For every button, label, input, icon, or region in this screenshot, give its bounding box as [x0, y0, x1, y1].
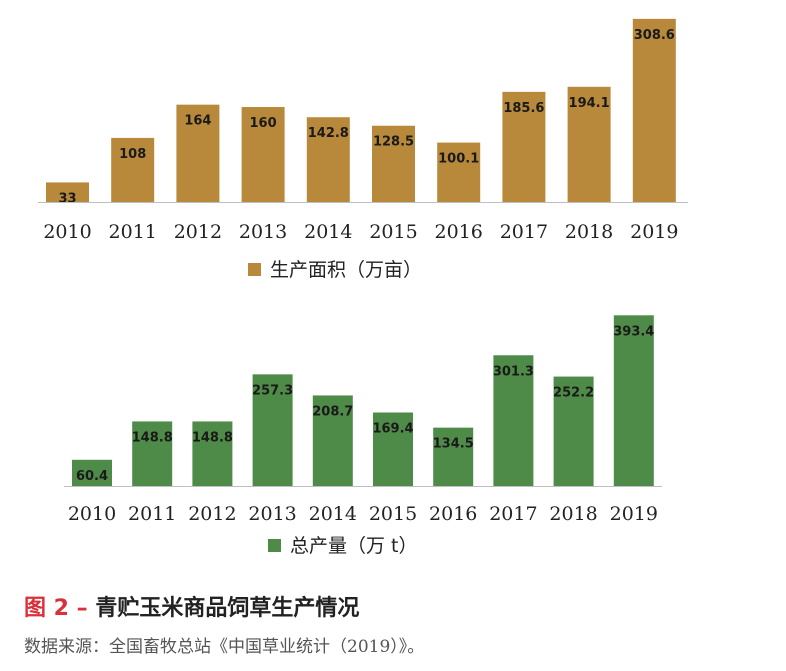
- area-data-label: 142.8: [308, 126, 349, 141]
- x-tick-label: 2018: [549, 503, 597, 525]
- production-data-label: 301.3: [493, 364, 534, 379]
- area-bar-2016: [437, 142, 481, 202]
- x-tick-label: 2010: [68, 503, 116, 525]
- area-bar-2010: [46, 182, 89, 202]
- x-tick-label: 2017: [500, 221, 548, 243]
- x-tick-label: 2019: [630, 221, 678, 243]
- x-tick-label: 2012: [188, 503, 236, 525]
- area-bar-2019: [632, 18, 676, 202]
- area-data-label: 33: [58, 191, 76, 206]
- x-tick-label: 2012: [174, 221, 222, 243]
- production-bar-2015: [373, 412, 413, 486]
- area-bar-2013: [241, 107, 285, 202]
- production-chart-panel: 60.4 2010 148.8 2011 148.8 2012 257.3 2013 208.7…: [64, 315, 662, 557]
- production-bar-2016: [433, 427, 474, 486]
- x-tick-label: 2016: [429, 503, 477, 525]
- x-tick-label: 2014: [304, 221, 352, 243]
- figure-number: 图 2 –: [24, 596, 88, 621]
- legend-label: 生产面积（万亩）: [270, 259, 422, 281]
- area-data-label: 185.6: [503, 101, 544, 116]
- production-data-label: 148.8: [132, 430, 173, 445]
- area-data-label: 160: [250, 116, 277, 131]
- area-bar-2018: [567, 86, 611, 202]
- x-tick-label: 2018: [565, 221, 613, 243]
- data-source-note: 数据来源：全国畜牧总站《中国草业统计（2019）》。: [24, 637, 425, 657]
- legend-swatch: [248, 263, 261, 276]
- figure-caption: 图 2 – 青贮玉米商品饲草生产情况: [24, 590, 359, 622]
- area-data-label: 108: [119, 147, 146, 162]
- area-bar-2014: [306, 117, 350, 202]
- area-data-label: 164: [184, 114, 211, 129]
- x-tick-label: 2017: [489, 503, 537, 525]
- figure-title: 青贮玉米商品饲草生产情况: [95, 596, 360, 621]
- area-bar-2011: [111, 137, 155, 202]
- production-bar-2018: [553, 376, 594, 486]
- x-tick-label: 2010: [43, 221, 91, 243]
- production-bar-2012: [192, 421, 233, 486]
- production-data-label: 60.4: [76, 469, 108, 484]
- area-data-label: 128.5: [373, 135, 414, 150]
- production-bar-2011: [132, 421, 173, 486]
- area-bar-2017: [502, 91, 546, 202]
- x-tick-label: 2015: [369, 221, 417, 243]
- area-bar-2012: [176, 104, 220, 202]
- production-data-label: 169.4: [372, 421, 413, 436]
- production-bar-2014: [312, 395, 353, 486]
- production-bar-2019: [613, 315, 654, 486]
- x-tick-label: 2015: [369, 503, 417, 525]
- production-bar-2010: [72, 459, 112, 486]
- production-data-label: 252.2: [553, 386, 594, 401]
- production-data-label: 393.4: [613, 324, 654, 339]
- legend-label: 总产量（万 t）: [290, 535, 418, 557]
- area-bar-2015: [372, 125, 415, 202]
- legend-swatch: [268, 539, 281, 552]
- area-data-label: 100.1: [438, 152, 479, 167]
- x-tick-label: 2011: [128, 503, 176, 525]
- production-bar-2013: [252, 374, 293, 486]
- production-data-label: 208.7: [312, 404, 353, 419]
- x-tick-label: 2013: [248, 503, 296, 525]
- x-tick-label: 2016: [435, 221, 483, 243]
- production-data-label: 148.8: [192, 430, 233, 445]
- x-tick-label: 2014: [309, 503, 357, 525]
- area-chart-panel: 33 2010 108 2011 164 2012 160 2013 142.8 2014 128.…: [38, 18, 688, 281]
- x-tick-label: 2013: [239, 221, 287, 243]
- production-bar-2017: [493, 355, 534, 486]
- production-data-label: 134.5: [433, 437, 474, 452]
- x-tick-label: 2011: [109, 221, 157, 243]
- area-data-label: 194.1: [569, 96, 610, 111]
- production-data-label: 257.3: [252, 383, 293, 398]
- x-tick-label: 2019: [610, 503, 658, 525]
- area-data-label: 308.6: [634, 28, 675, 43]
